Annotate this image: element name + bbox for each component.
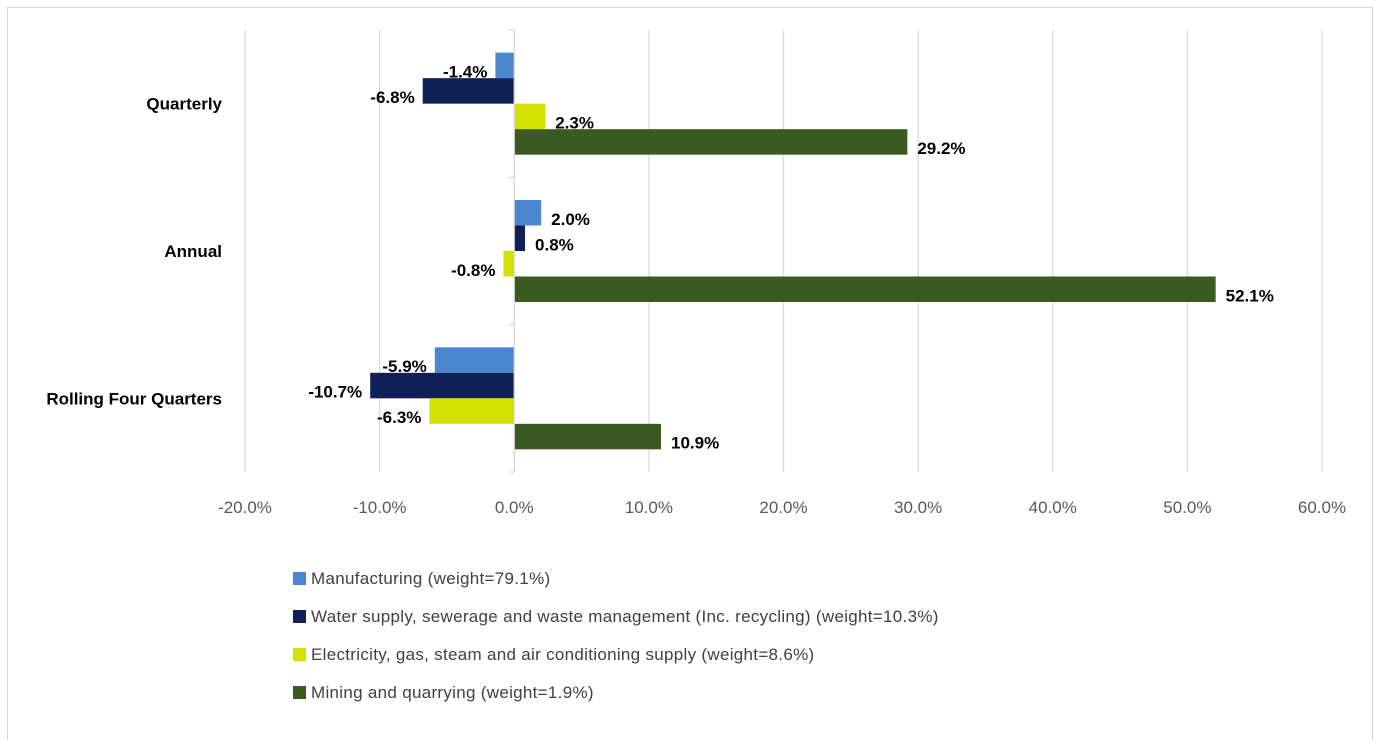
data-label: -1.4% <box>443 62 487 81</box>
data-label: -6.8% <box>370 88 414 107</box>
bar <box>422 78 515 104</box>
data-label: 2.0% <box>551 210 590 229</box>
grid-layer <box>244 30 1323 472</box>
legend: Manufacturing (weight=79.1%) Water supply… <box>293 569 939 702</box>
legend-swatch <box>293 610 306 623</box>
x-tick-label: 0.0% <box>495 498 534 517</box>
bar <box>514 129 908 155</box>
x-tick-label: 50.0% <box>1163 498 1211 517</box>
bar <box>514 225 526 251</box>
legend-swatch <box>293 572 306 585</box>
legend-swatch <box>293 686 306 699</box>
data-label: 29.2% <box>917 139 965 158</box>
x-tick-label: -20.0% <box>218 498 272 517</box>
bar <box>514 423 661 450</box>
axis-layer: -20.0% -10.0% 0.0% 10.0% 20.0% 30.0% 40.0% 50.0… <box>46 29 1346 517</box>
data-label: -10.7% <box>308 383 362 402</box>
x-tick-label: 40.0% <box>1029 498 1077 517</box>
x-tick-label: 60.0% <box>1298 498 1346 517</box>
category-label: Annual <box>164 242 222 261</box>
data-label: -5.9% <box>382 357 426 376</box>
data-label: 2.3% <box>555 113 594 132</box>
x-tick-label: 20.0% <box>759 498 807 517</box>
category-label: Quarterly <box>146 95 222 114</box>
x-tick-label: 10.0% <box>625 498 673 517</box>
data-label: -6.3% <box>377 408 421 427</box>
legend-label: Electricity, gas, steam and air conditio… <box>311 645 814 664</box>
label-layer: -1.4% -6.8% 2.3% 29.2% 2.0% 0.8% -0.8% 52.1% -5.… <box>308 62 1274 452</box>
bar <box>514 276 1216 302</box>
legend-label: Mining and quarrying (weight=1.9%) <box>311 683 594 702</box>
x-tick-label: -10.0% <box>353 498 407 517</box>
bar <box>514 200 542 226</box>
bar-layer <box>370 52 1216 450</box>
legend-label: Manufacturing (weight=79.1%) <box>311 569 550 588</box>
bar <box>495 52 515 79</box>
x-tick-label: 30.0% <box>894 498 942 517</box>
data-label: 0.8% <box>535 235 574 254</box>
data-label: 52.1% <box>1226 286 1274 305</box>
bar <box>514 103 546 130</box>
bar <box>434 347 515 373</box>
category-label: Rolling Four Quarters <box>46 389 222 408</box>
legend-label: Water supply, sewerage and waste managem… <box>311 607 939 626</box>
data-label: -0.8% <box>451 261 495 280</box>
bar <box>429 398 515 424</box>
data-label: 10.9% <box>671 434 719 453</box>
bar <box>503 251 515 277</box>
bar <box>370 372 515 399</box>
legend-swatch <box>293 648 306 661</box>
